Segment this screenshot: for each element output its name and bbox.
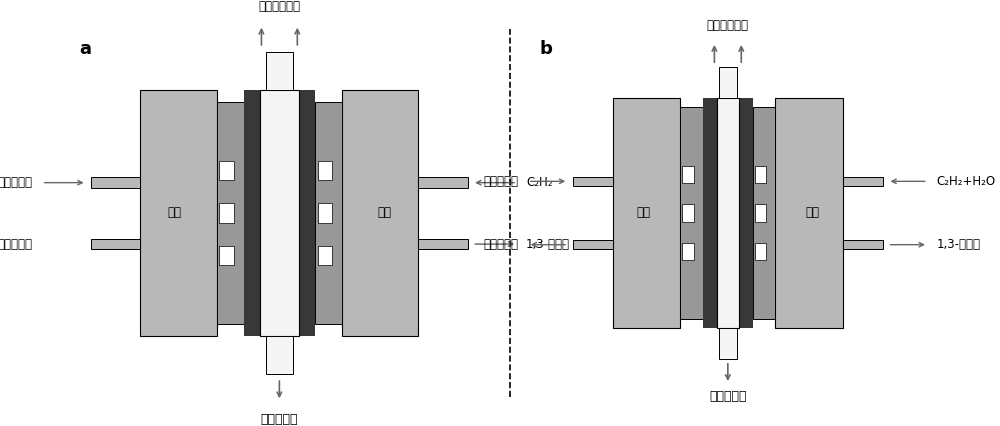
Bar xyxy=(266,52,293,90)
Bar xyxy=(703,98,717,328)
Bar xyxy=(755,204,766,222)
Bar xyxy=(91,239,140,250)
Bar xyxy=(755,243,766,260)
Bar xyxy=(91,177,140,188)
Bar xyxy=(318,246,332,265)
Bar xyxy=(719,67,737,98)
Bar xyxy=(217,102,244,324)
Text: 阳极电解液: 阳极电解液 xyxy=(0,176,33,189)
Bar xyxy=(775,98,843,328)
Bar xyxy=(299,90,315,336)
Text: C₂H₂+H₂O: C₂H₂+H₂O xyxy=(937,175,996,188)
Bar xyxy=(682,243,694,260)
Bar xyxy=(418,239,468,250)
Text: b: b xyxy=(539,40,552,58)
Text: 1,3-丁二烯: 1,3-丁二烯 xyxy=(937,238,981,251)
Bar xyxy=(739,98,753,328)
Text: 阳极电解液: 阳极电解液 xyxy=(484,238,519,251)
Text: 阴极: 阴极 xyxy=(377,207,391,219)
Bar xyxy=(680,107,703,319)
Bar xyxy=(573,240,613,250)
Text: a: a xyxy=(79,40,91,58)
Text: 离子交换膜: 离子交换膜 xyxy=(261,413,298,426)
Bar xyxy=(753,107,775,319)
Text: 阳极电解液: 阳极电解液 xyxy=(484,175,519,188)
Text: 阳极: 阳极 xyxy=(636,207,650,219)
Bar xyxy=(318,161,332,180)
Bar xyxy=(219,246,234,265)
Text: 阳极电解液: 阳极电解液 xyxy=(0,238,33,250)
Text: 阳极: 阳极 xyxy=(168,207,182,219)
Bar xyxy=(219,161,234,180)
Bar xyxy=(140,90,217,336)
Text: 阴极: 阴极 xyxy=(805,207,819,219)
Bar xyxy=(755,166,766,183)
Text: 离子交换膜: 离子交换膜 xyxy=(709,390,747,403)
Text: C₂H₂: C₂H₂ xyxy=(526,176,553,189)
Bar xyxy=(418,177,468,188)
Bar xyxy=(260,90,299,336)
Bar xyxy=(573,176,613,186)
Text: 气体扩散电极: 气体扩散电极 xyxy=(707,20,749,32)
Text: 阴极
电解
液: 阴极 电解 液 xyxy=(274,193,285,233)
Bar xyxy=(719,328,737,359)
Text: 1,3-丁二烯: 1,3-丁二烯 xyxy=(526,238,570,250)
Bar xyxy=(315,102,342,324)
Bar xyxy=(318,203,332,223)
Bar xyxy=(717,98,739,328)
Bar xyxy=(843,240,883,250)
Bar xyxy=(613,98,680,328)
Bar xyxy=(244,90,260,336)
Bar xyxy=(682,204,694,222)
Bar xyxy=(843,176,883,186)
Bar xyxy=(219,203,234,223)
Bar xyxy=(682,166,694,183)
Text: 气体扩散电极: 气体扩散电极 xyxy=(258,0,300,13)
Bar xyxy=(266,336,293,374)
Bar xyxy=(342,90,418,336)
